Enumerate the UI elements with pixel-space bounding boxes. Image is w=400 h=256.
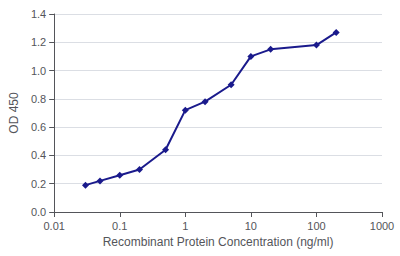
- svg-text:0.8: 0.8: [31, 93, 46, 105]
- svg-text:OD 450: OD 450: [7, 92, 21, 134]
- svg-text:0.1: 0.1: [112, 220, 127, 232]
- svg-text:10: 10: [245, 220, 257, 232]
- svg-text:100: 100: [307, 220, 325, 232]
- svg-text:0.01: 0.01: [43, 220, 64, 232]
- svg-text:1.4: 1.4: [31, 8, 46, 20]
- svg-text:Recombinant Protein Concentrat: Recombinant Protein Concentration (ng/ml…: [103, 235, 334, 249]
- svg-text:0.4: 0.4: [31, 149, 46, 161]
- svg-text:1: 1: [182, 220, 188, 232]
- svg-text:0.2: 0.2: [31, 178, 46, 190]
- svg-text:0.0: 0.0: [31, 206, 46, 218]
- svg-text:1.0: 1.0: [31, 65, 46, 77]
- svg-text:0.6: 0.6: [31, 121, 46, 133]
- svg-text:1.2: 1.2: [31, 36, 46, 48]
- svg-text:1000: 1000: [370, 220, 394, 232]
